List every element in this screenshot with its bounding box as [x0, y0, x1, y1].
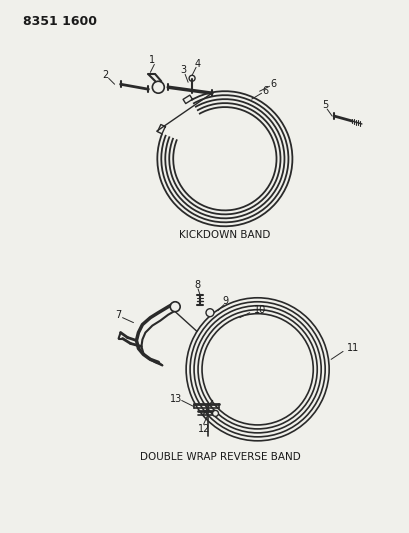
Text: 12: 12 — [198, 424, 210, 434]
Text: 1: 1 — [149, 55, 155, 66]
Text: 9: 9 — [222, 296, 228, 306]
Text: 4: 4 — [195, 59, 201, 69]
Text: 2: 2 — [102, 70, 108, 80]
Text: DOUBLE WRAP REVERSE BAND: DOUBLE WRAP REVERSE BAND — [139, 451, 299, 462]
Text: 5: 5 — [321, 100, 328, 110]
Text: KICKDOWN BAND: KICKDOWN BAND — [179, 230, 270, 240]
Text: 7: 7 — [115, 310, 121, 320]
Text: 6: 6 — [262, 86, 268, 96]
Circle shape — [205, 309, 213, 317]
Text: 11: 11 — [346, 343, 358, 353]
Text: 3: 3 — [180, 66, 186, 75]
Circle shape — [170, 302, 180, 312]
Circle shape — [212, 410, 218, 416]
Text: 13: 13 — [169, 393, 182, 403]
Text: 8: 8 — [193, 280, 200, 290]
Text: 8351 1600: 8351 1600 — [23, 15, 97, 28]
Text: 6: 6 — [270, 79, 276, 89]
Text: 10: 10 — [253, 305, 265, 314]
